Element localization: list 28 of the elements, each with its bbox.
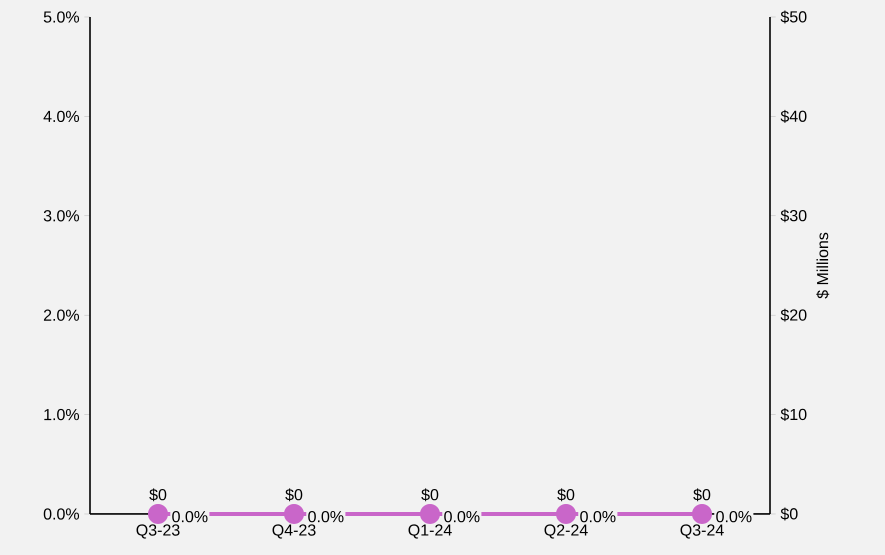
y2-tick-label: $0 [780, 508, 798, 520]
y2-tick-label: $40 [780, 110, 806, 123]
y-tick-label: 1.0% [44, 408, 80, 420]
y2-tick-label: $50 [780, 10, 806, 24]
y2-tick-label: $20 [780, 308, 806, 322]
y-tick-label: 3.0% [44, 210, 80, 222]
y2-tick-label: $10 [780, 408, 806, 422]
data-label: 0.0% [716, 510, 752, 522]
data-label: $0 [557, 488, 574, 502]
x-tick-label: Q4-23 [272, 524, 316, 539]
x-tick-label: Q2-24 [544, 524, 588, 539]
data-label: $0 [693, 488, 710, 502]
y-tick-label: 4.0% [44, 110, 80, 122]
y-tick-label: 5.0% [44, 11, 80, 23]
data-label: 0.0% [172, 510, 208, 522]
data-label: $0 [421, 488, 438, 502]
data-label: 0.0% [580, 510, 616, 522]
x-tick-label: Q3-24 [680, 524, 724, 539]
y2-axis-title: $ Millions [816, 232, 830, 299]
x-tick-label: Q3-23 [136, 524, 180, 539]
data-label: 0.0% [308, 510, 344, 522]
y-tick-label: 0.0% [44, 508, 80, 520]
x-tick-label: Q1-24 [408, 524, 452, 539]
data-label: $0 [149, 488, 166, 502]
y2-tick-label: $30 [780, 209, 806, 222]
data-label: $0 [285, 488, 302, 502]
data-label: 0.0% [444, 510, 480, 522]
y-tick-label: 2.0% [44, 310, 80, 321]
